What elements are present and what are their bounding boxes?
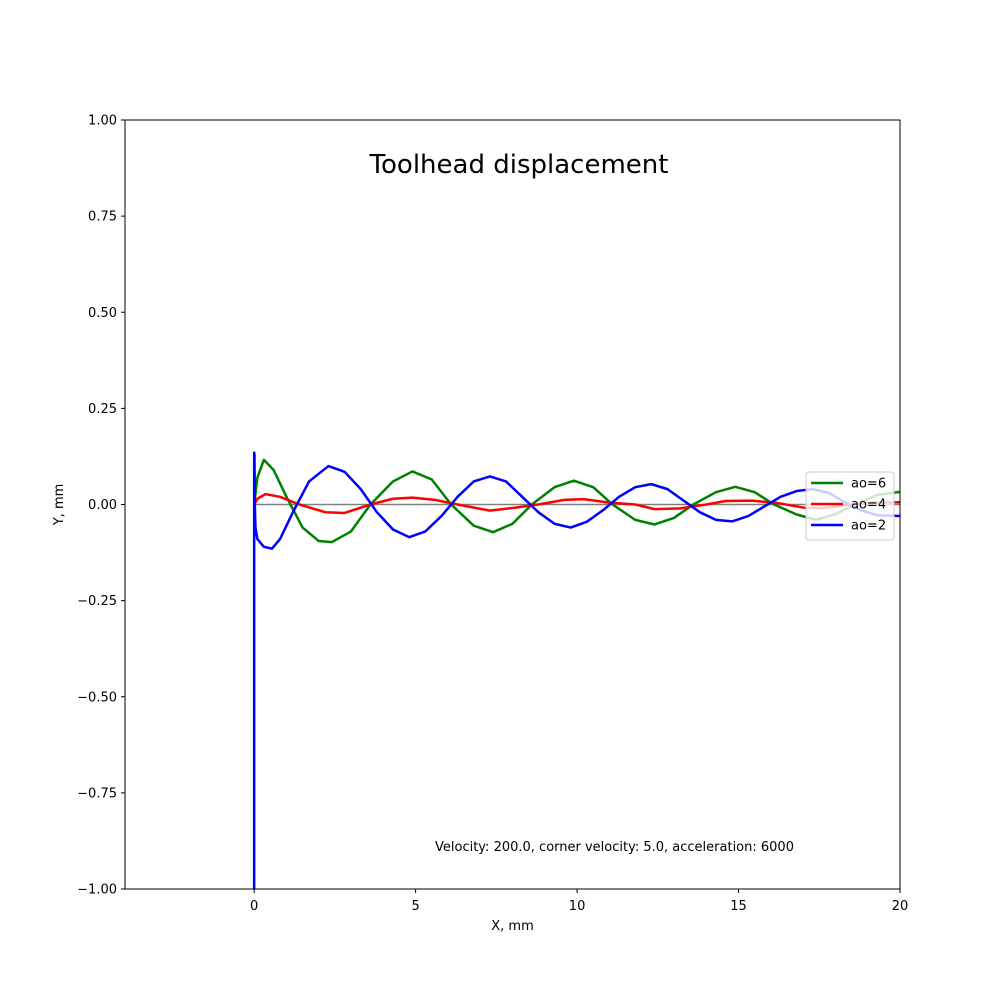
legend-label: ao=2	[851, 519, 886, 534]
legend-box	[805, 471, 895, 541]
series-line-ao-4	[252, 492, 900, 515]
y-tick-label: −1.00	[77, 883, 117, 898]
y-axis-label: Y, mm	[52, 484, 67, 527]
legend: ao=6 ao=4 ao=2	[805, 471, 895, 541]
x-axis-label: X, mm	[491, 919, 534, 934]
legend-label: ao=4	[851, 498, 886, 513]
y-tick-label: −0.50	[77, 690, 117, 705]
series-line-ao-2	[252, 451, 900, 889]
chart-annotation: Velocity: 200.0, corner velocity: 5.0, a…	[435, 840, 794, 855]
x-tick-label: 15	[730, 899, 747, 914]
legend-label: ao=6	[851, 477, 886, 492]
chart-title: Toolhead displacement	[369, 150, 669, 180]
y-tick-label: 0.75	[88, 210, 117, 225]
y-tick-label: −0.25	[77, 594, 117, 609]
x-tick-label: 0	[250, 899, 258, 914]
plot-layer	[252, 451, 900, 889]
y-tick-label: 0.25	[88, 402, 117, 417]
y-tick-label: 0.50	[88, 306, 117, 321]
x-tick-label: 20	[892, 899, 909, 914]
y-tick-label: −0.75	[77, 786, 117, 801]
x-tick-label: 5	[411, 899, 419, 914]
y-tick-label: 1.00	[88, 114, 117, 129]
y-tick-label: 0.00	[88, 498, 117, 513]
ticks-layer: 0 5 10 15 20 1.00 0.75 0.50 0.25 0.00 −0.25 −0.50 −0…	[77, 114, 908, 915]
series-line-ao-6	[252, 458, 900, 544]
x-tick-label: 10	[569, 899, 586, 914]
